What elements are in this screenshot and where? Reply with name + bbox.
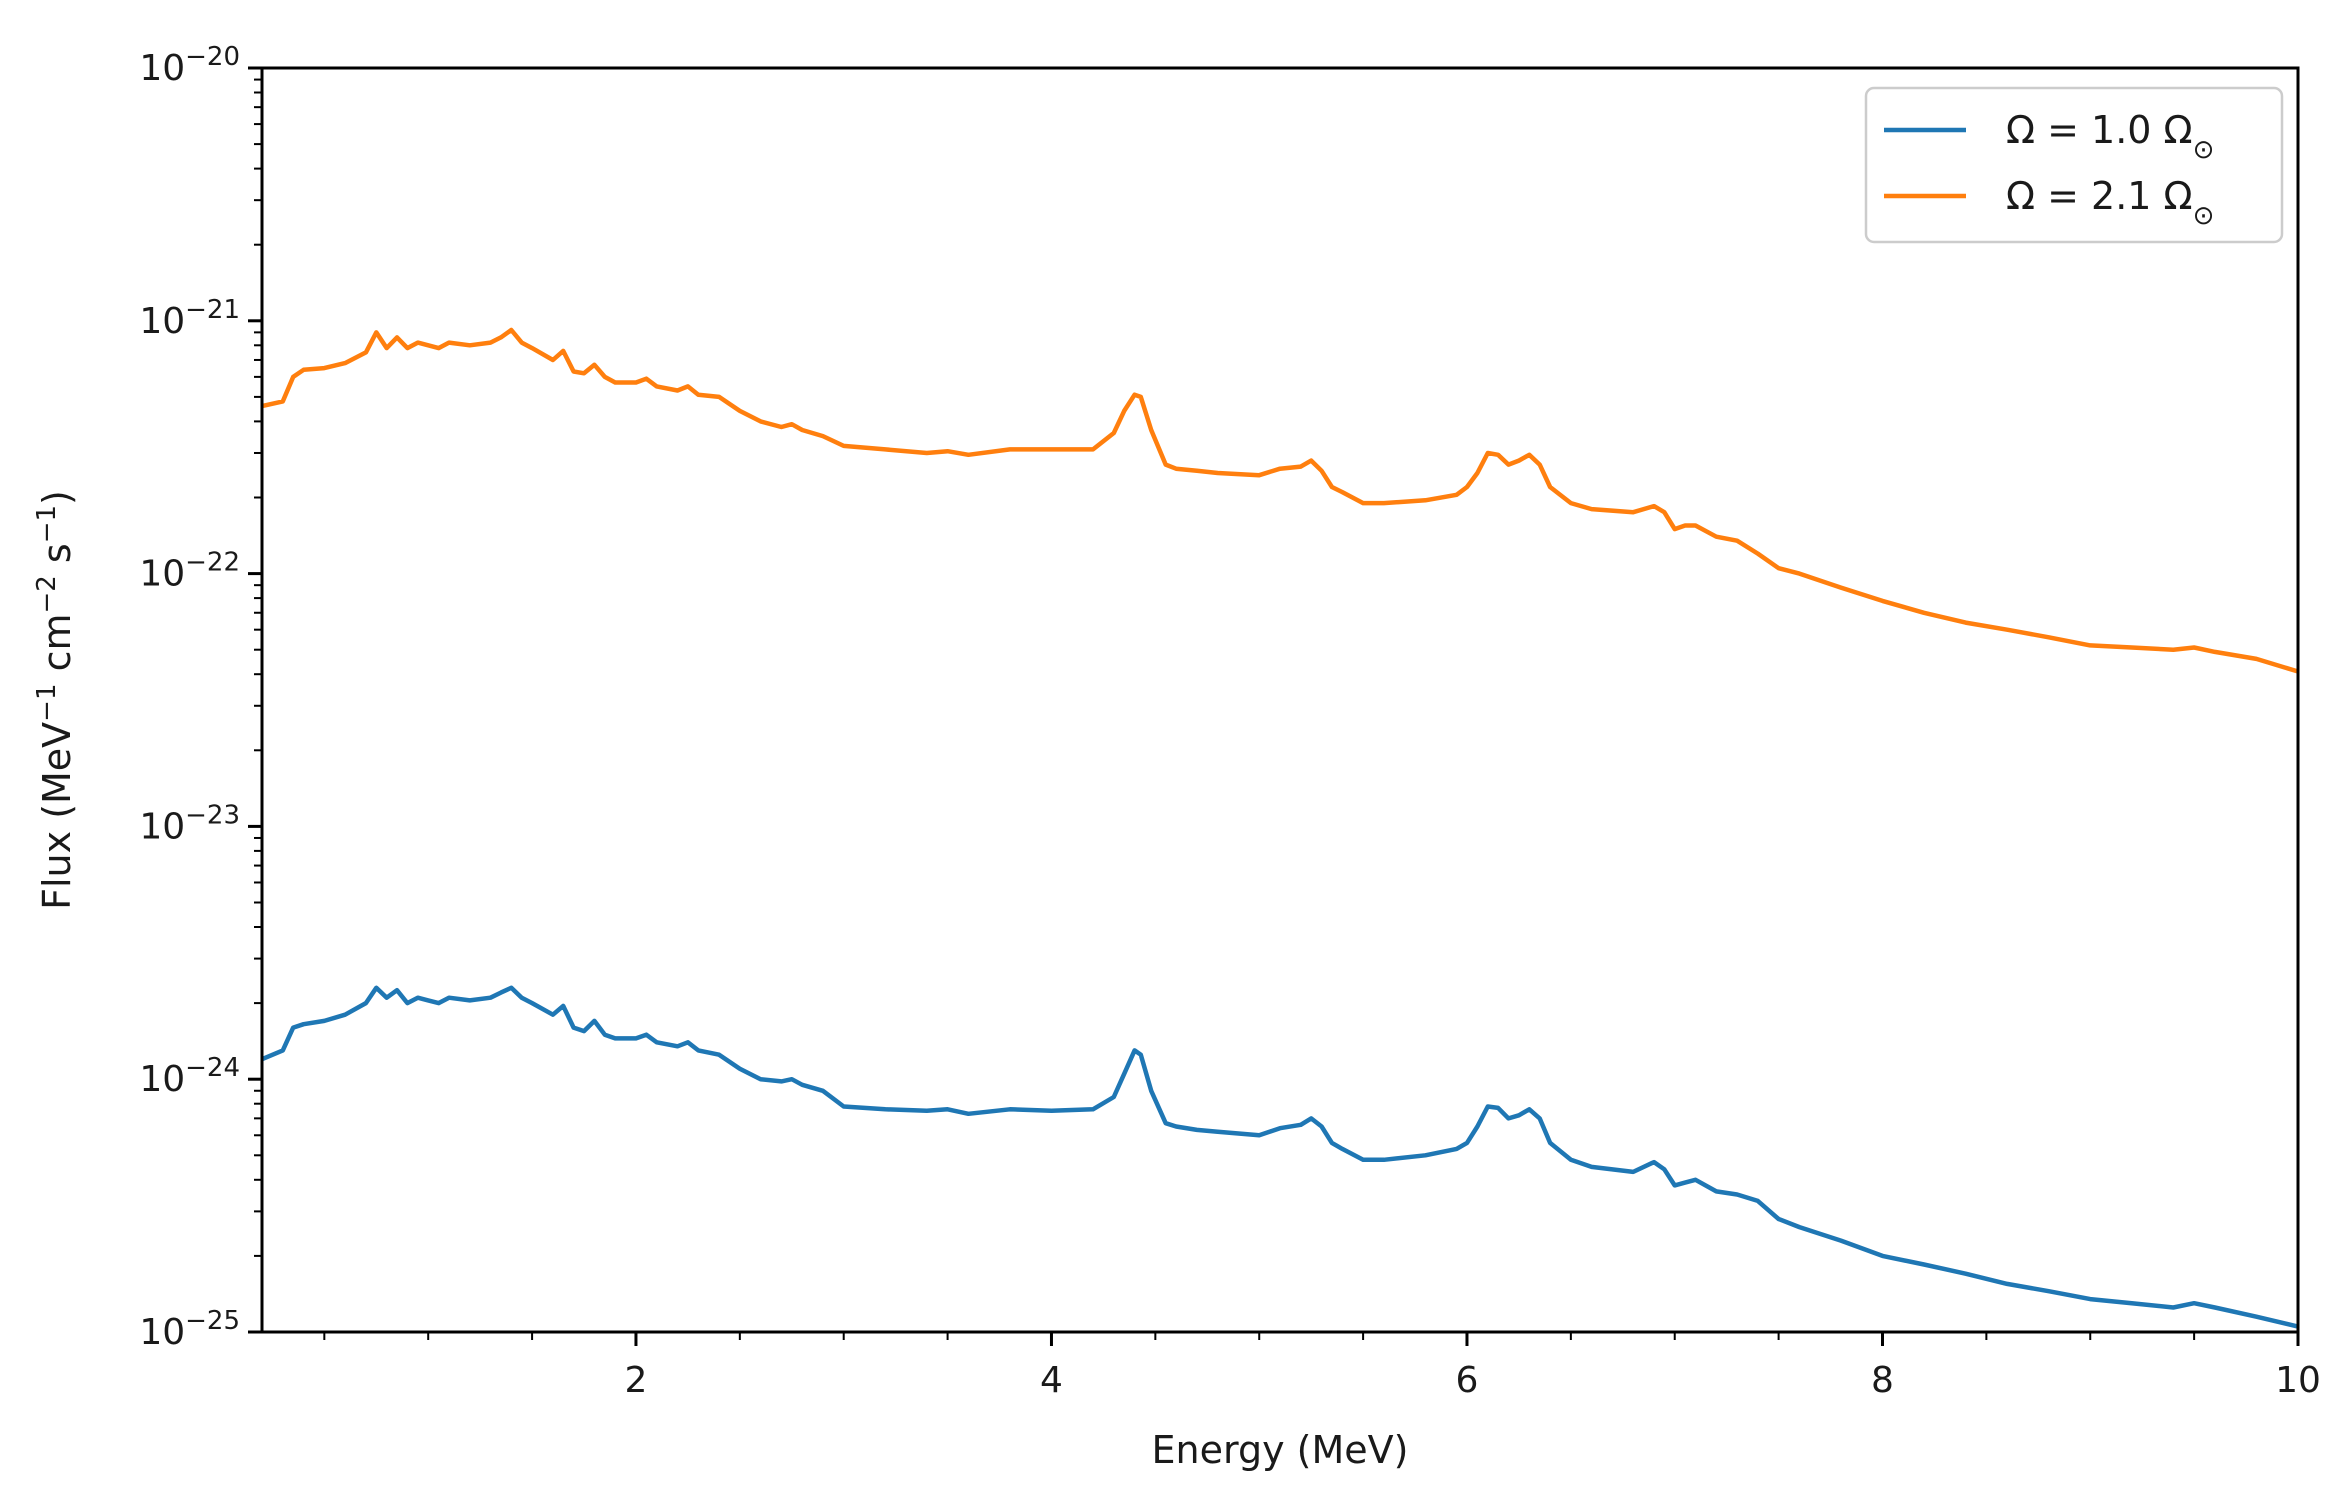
y-tick-label: 10−23 bbox=[139, 800, 240, 847]
y-tick-exponent: −24 bbox=[185, 1053, 240, 1083]
y-axis-label-sup: −1 bbox=[32, 683, 62, 721]
y-axis-label-sup: −1 bbox=[32, 505, 62, 543]
x-tick-label: 6 bbox=[1456, 1360, 1479, 1401]
legend: Ω = 1.0 Ω⊙ Ω = 2.1 Ω⊙ bbox=[1864, 86, 2284, 244]
series-line-2 bbox=[261, 327, 2299, 674]
y-axis-label-part: s bbox=[35, 543, 79, 575]
legend-label-text: Ω = 2.1 Ω bbox=[2006, 174, 2193, 218]
y-tick-exponent: −22 bbox=[185, 548, 240, 578]
y-tick-label: 10−21 bbox=[139, 295, 240, 342]
series-line-1 bbox=[261, 985, 2299, 1329]
y-tick-exponent: −25 bbox=[185, 1306, 240, 1336]
legend-label-series-2: Ω = 2.1 Ω⊙ bbox=[2006, 174, 2214, 231]
y-tick-base: 10 bbox=[139, 301, 185, 342]
y-tick-label: 10−24 bbox=[139, 1053, 240, 1100]
legend-frame bbox=[1864, 86, 2284, 244]
y-axis-label-sup: −2 bbox=[32, 575, 62, 613]
x-tick-label: 4 bbox=[1040, 1360, 1063, 1401]
y-tick-label: 10−25 bbox=[139, 1306, 240, 1353]
plot-frame bbox=[260, 66, 2300, 1334]
x-tick-label: 10 bbox=[2275, 1360, 2321, 1401]
y-axis-label-part: cm bbox=[35, 613, 79, 683]
y-tick-exponent: −21 bbox=[185, 295, 240, 325]
y-tick-label: 10−22 bbox=[139, 548, 240, 595]
y-tick-base: 10 bbox=[139, 806, 185, 847]
y-axis-label-part: Flux (MeV bbox=[35, 722, 79, 910]
x-tick-label: 2 bbox=[625, 1360, 648, 1401]
y-tick-base: 10 bbox=[139, 554, 185, 595]
y-tick-exponent: −23 bbox=[185, 800, 240, 830]
series-lines bbox=[261, 327, 2299, 1329]
x-axis: 2 4 6 8 10 bbox=[323, 1332, 2321, 1401]
legend-label-subscript: ⊙ bbox=[2193, 201, 2215, 231]
legend-label-series-1: Ω = 1.0 Ω⊙ bbox=[2006, 108, 2214, 165]
y-tick-exponent: −20 bbox=[185, 42, 240, 72]
y-tick-base: 10 bbox=[139, 1059, 185, 1100]
y-tick-label: 10−20 bbox=[139, 42, 240, 89]
y-axis-label-part: ) bbox=[35, 490, 79, 505]
y-axis-label: Flux (MeV−1 cm−2 s−1) bbox=[32, 490, 79, 910]
legend-label-subscript: ⊙ bbox=[2193, 135, 2215, 165]
y-tick-base: 10 bbox=[139, 1312, 185, 1353]
y-tick-base: 10 bbox=[139, 48, 185, 89]
x-axis-label: Energy (MeV) bbox=[1152, 1428, 1409, 1472]
legend-label-text: Ω = 1.0 Ω bbox=[2006, 108, 2193, 152]
x-tick-label: 8 bbox=[1871, 1360, 1894, 1401]
